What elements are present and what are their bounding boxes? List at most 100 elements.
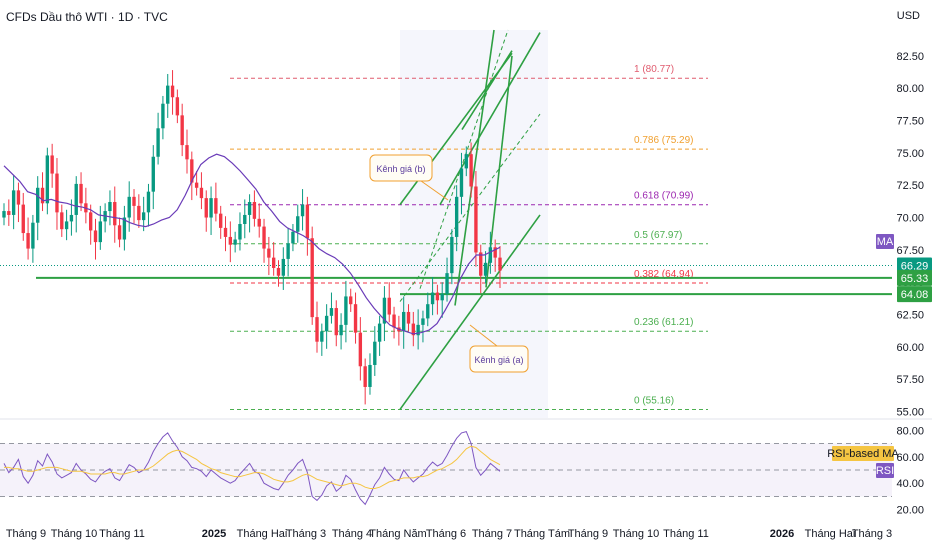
candle-body [50, 155, 54, 174]
candle-body [64, 221, 69, 230]
price-axis-tick: 60.00 [896, 342, 924, 354]
candle-body [88, 212, 93, 231]
candle-body [373, 341, 377, 365]
candle-body [334, 308, 338, 336]
rsi-ma-axis-tag-text: RSI-based MA [827, 448, 899, 460]
candle-body [36, 187, 40, 223]
fib-level-label: 0.236 (61.21) [634, 317, 694, 328]
candle-body [108, 202, 112, 212]
candle-body [324, 315, 329, 332]
candle-body [464, 154, 468, 169]
candle-body [223, 227, 228, 237]
rsi-axis-tick: 60.00 [896, 452, 924, 464]
candle-body [339, 324, 343, 336]
channel-line [399, 214, 541, 410]
candle-body [151, 156, 155, 192]
candle-body [74, 183, 78, 215]
candle-body [194, 182, 199, 188]
candle-body [247, 202, 252, 215]
price-axis-tick: 77.50 [896, 116, 924, 128]
candle-body [271, 257, 276, 268]
support-price-tag-text: 65.33 [901, 273, 929, 285]
candle-body [16, 190, 21, 205]
x-axis-label: 2026 [770, 528, 794, 540]
candle-body [146, 191, 151, 213]
fib-level-label: 0.618 (70.99) [634, 191, 694, 202]
candle-body [421, 318, 425, 325]
candle-body [161, 103, 165, 129]
x-axis-label: Tháng 3 [286, 528, 326, 540]
channel-line [439, 32, 541, 206]
candle-body [137, 205, 141, 221]
candle-body [122, 217, 127, 240]
candle-body [166, 85, 170, 104]
annotation-channel-a: Kênh giá (a) [469, 324, 529, 373]
price-axis-tick: 62.50 [896, 310, 924, 322]
x-axis-label: Tháng 4 [332, 528, 372, 540]
candle-body [363, 366, 367, 387]
annotation-pointer [469, 324, 498, 347]
candle-body [98, 221, 102, 243]
candle-body [228, 236, 233, 245]
current-price-tag-text: 66.29 [901, 261, 929, 273]
candle-body [440, 293, 444, 301]
candle-body [291, 231, 295, 244]
x-axis-label: Tháng 11 [99, 528, 145, 540]
candle-body [382, 297, 387, 324]
candle-body [305, 204, 310, 239]
candle-body [358, 332, 363, 367]
candle-body [55, 173, 59, 213]
candle-body [117, 225, 122, 240]
support-price-tag-bg [897, 269, 932, 286]
candle-body [459, 168, 464, 197]
x-axis-label: Tháng 6 [426, 528, 466, 540]
candle-body [267, 248, 271, 258]
price-axis-tick: 72.50 [896, 180, 924, 192]
candle-body [349, 296, 353, 305]
candle-body [243, 214, 247, 224]
rsi-axis-tick: 40.00 [896, 478, 924, 490]
fib-level-label: 0.5 (67.97) [634, 230, 682, 241]
price-axis-tick: 55.00 [896, 407, 924, 419]
candle-body [262, 226, 266, 249]
x-axis-label: Tháng 3 [852, 528, 892, 540]
candle-body [392, 314, 396, 328]
candle-body [416, 324, 420, 336]
candle-body [406, 311, 411, 324]
candle-body [170, 85, 175, 98]
candle-body [93, 230, 98, 243]
candle-body [344, 296, 348, 325]
x-axis-label: Tháng Tám [514, 528, 570, 540]
candle-body [353, 304, 358, 333]
candle-body [479, 252, 483, 276]
candle-body [329, 308, 334, 316]
x-axis-label: Tháng Hai [805, 528, 856, 540]
x-axis-label: Tháng 10 [51, 528, 97, 540]
rsi-axis-tag-bg [876, 463, 894, 478]
candle-body [315, 317, 319, 342]
annotation-box [469, 345, 529, 373]
candle-body [190, 159, 194, 183]
candle-body [488, 247, 493, 263]
candle-body [238, 224, 242, 240]
candle-body [21, 204, 25, 234]
ma-axis-tag: MA [876, 234, 894, 249]
candle-body [402, 311, 406, 332]
fib-level-label: 0.786 (75.29) [634, 135, 694, 146]
price-axis-tick: 67.50 [896, 245, 924, 257]
currency-label: USD [896, 10, 920, 22]
candle-body [252, 202, 257, 219]
channel-guide-line [419, 29, 509, 289]
x-axis-label: Tháng 9 [568, 528, 608, 540]
candle-body [310, 238, 314, 318]
candle-body [377, 323, 382, 342]
candle-body [214, 198, 218, 214]
candle-body [445, 273, 449, 294]
x-axis-label: Tháng 9 [6, 528, 46, 540]
annotation-text: Kênh giá (a) [474, 355, 523, 365]
candle-body [113, 202, 117, 226]
fib-level-label: 1 (80.77) [634, 64, 674, 75]
candle-body [79, 183, 83, 204]
